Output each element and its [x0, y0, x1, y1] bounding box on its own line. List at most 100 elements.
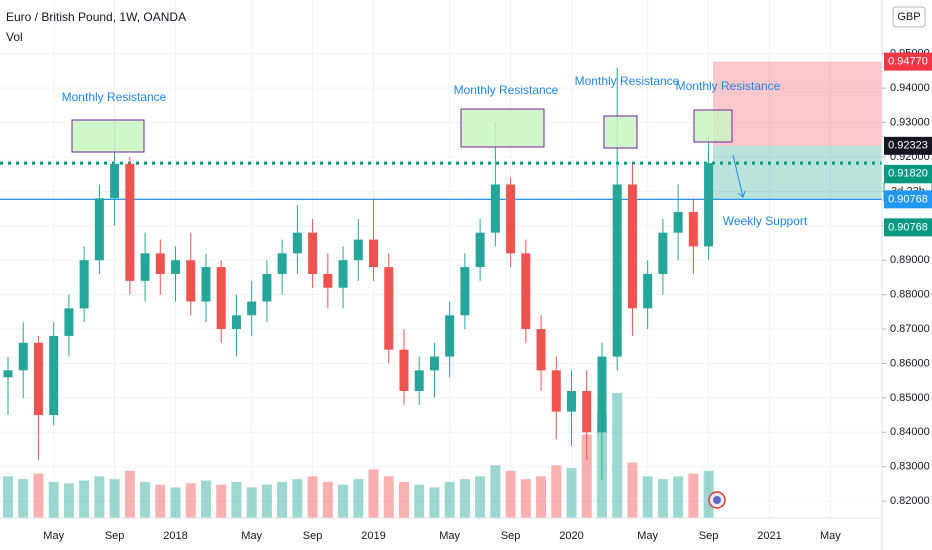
candle-body: [582, 390, 592, 433]
x-tick-label: May: [241, 530, 262, 542]
volume-bar: [490, 465, 501, 518]
x-tick-label: 2019: [361, 530, 385, 542]
x-tick-label: Sep: [699, 530, 719, 542]
candle-body: [323, 273, 333, 288]
candle-body: [216, 267, 226, 330]
volume-bar: [94, 476, 105, 518]
candle-body: [369, 239, 379, 268]
x-tick-label: Sep: [303, 530, 323, 542]
y-tick-label: 0.88000: [890, 289, 930, 301]
volume-bar: [292, 479, 303, 518]
candle-body: [110, 163, 120, 199]
currency-button[interactable]: [892, 6, 926, 28]
candle-body: [567, 390, 577, 412]
candle-body: [643, 273, 653, 309]
volume-bar: [642, 476, 653, 518]
volume-bar: [307, 476, 318, 518]
volume-bar: [3, 476, 13, 518]
volume-bar: [398, 481, 409, 518]
y-tick-label: 0.83000: [890, 461, 930, 473]
candle-body: [140, 253, 150, 281]
volume-bar: [551, 465, 562, 518]
y-tick-label: 0.89000: [890, 254, 930, 266]
candle-body: [521, 253, 531, 330]
position-zones: [0, 61, 882, 200]
price-marker-label: 0.90768: [888, 193, 928, 205]
candle-body: [155, 253, 165, 274]
candle-body: [308, 232, 318, 274]
volume-bar: [246, 487, 257, 518]
candle-body: [612, 184, 622, 357]
candle-body: [490, 184, 500, 233]
candle-body: [460, 267, 470, 316]
candle-body: [414, 370, 424, 391]
candle-body: [658, 232, 668, 274]
annotation: Weekly Support: [723, 214, 808, 228]
volume-bar: [475, 476, 486, 518]
candle-body: [3, 370, 13, 378]
y-tick-label: 0.93000: [890, 116, 930, 128]
volume-bar: [231, 481, 242, 518]
volume-bar: [124, 470, 135, 518]
volume-bar: [429, 487, 440, 518]
candle-body: [475, 232, 485, 268]
candle-body: [506, 184, 516, 254]
annotation: Monthly Resistance: [62, 90, 167, 104]
x-tick-label: 2020: [559, 530, 583, 542]
candle-body: [79, 260, 89, 309]
drawings: Monthly Resistance Monthly Resistance Mo…: [62, 74, 808, 509]
resistance-box: [460, 108, 545, 148]
x-tick-label: May: [439, 530, 460, 542]
y-tick-label: 0.84000: [890, 426, 930, 438]
volume-bar: [536, 476, 547, 518]
volume-bar: [688, 473, 699, 518]
price-marker: [884, 136, 932, 155]
price-marker-label: 0.92323: [888, 140, 928, 152]
candle-body: [353, 239, 363, 261]
candle-body: [536, 329, 546, 371]
volume-bar: [33, 473, 44, 518]
volume-bar: [383, 476, 394, 518]
candle-body: [18, 342, 28, 371]
volume-bar: [657, 479, 668, 518]
currency[interactable]: GBP: [897, 11, 920, 23]
annotation: Monthly Resistance: [454, 83, 559, 97]
candle-body: [125, 163, 135, 281]
volume-label: Vol: [6, 30, 23, 44]
candle-body: [231, 315, 241, 330]
y-tick-label: 0.94000: [890, 82, 930, 94]
price-marker: [884, 190, 932, 209]
candle-body: [338, 260, 348, 288]
candle-body: [399, 349, 409, 391]
volume-bar: [140, 481, 151, 518]
candle-body: [64, 308, 74, 336]
volume-bar: [63, 483, 74, 518]
price-marker: [884, 218, 932, 237]
stop-zone: [713, 61, 882, 146]
axis-background: [882, 0, 932, 550]
candle-body: [171, 260, 181, 274]
target-zone: [713, 145, 882, 200]
volume-bar: [627, 462, 638, 518]
candle-body: [384, 267, 394, 350]
y-tick-label: 0.85000: [890, 392, 930, 404]
replay-icon-core: [713, 496, 721, 504]
candle-body: [597, 356, 607, 433]
candle-body: [186, 260, 196, 302]
x-tick-label: May: [820, 530, 841, 542]
volume-bar: [109, 479, 120, 518]
x-tick-label: 2018: [163, 530, 187, 542]
volume-bar: [155, 484, 166, 518]
volume-bar: [170, 487, 181, 518]
volume-bar: [79, 480, 90, 518]
volume-bar: [261, 484, 272, 518]
candle-body: [277, 253, 287, 274]
candle-body: [94, 198, 104, 261]
volume-bar: [48, 481, 59, 518]
candle-body: [247, 301, 257, 316]
resistance-box: [603, 115, 638, 149]
candle-body: [33, 342, 43, 416]
volume-bar: [185, 483, 196, 518]
annotation: Monthly Resistance: [676, 79, 781, 93]
